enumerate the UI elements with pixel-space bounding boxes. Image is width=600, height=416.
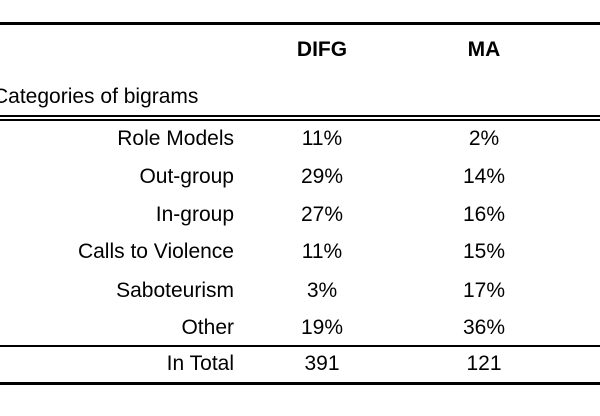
category-label: Other <box>181 316 234 339</box>
category-label: In-group <box>155 203 234 226</box>
table-bottom-rule <box>0 382 600 385</box>
ma-value: 17% <box>462 279 506 302</box>
ma-total: 121 <box>466 352 502 375</box>
category-label: Role Models <box>117 127 234 150</box>
row-header-label: Categories of bigrams <box>0 85 199 108</box>
difg-value: 19% <box>300 316 344 339</box>
difg-value: 11% <box>301 240 343 263</box>
ma-value: 2% <box>468 127 500 150</box>
ma-value: 16% <box>462 203 506 226</box>
table-row: In-group 27% 16% <box>0 203 600 233</box>
category-label: Calls to Violence <box>77 240 234 263</box>
table-top-rule <box>0 22 600 25</box>
header-double-rule-upper <box>0 115 600 117</box>
total-separator-rule <box>0 345 600 347</box>
difg-value: 27% <box>300 203 344 226</box>
table-row: Saboteurism 3% 17% <box>0 279 600 309</box>
difg-value: 3% <box>306 279 338 302</box>
table-row: Other 19% 36% <box>0 316 600 346</box>
difg-value: 11% <box>301 127 343 150</box>
total-label: In Total <box>166 352 234 375</box>
column-header-difg: DIFG <box>296 38 348 61</box>
table-row: Role Models 11% 2% <box>0 127 600 157</box>
difg-total: 391 <box>304 352 340 375</box>
table-row: Calls to Violence 11% 15% <box>0 240 600 270</box>
header-double-rule-lower <box>0 119 600 121</box>
ma-value: 36% <box>462 316 506 339</box>
category-label: Out-group <box>139 165 234 188</box>
total-row: In Total 391 121 <box>0 352 600 382</box>
column-header-ma: MA <box>467 38 501 61</box>
table-row: Out-group 29% 14% <box>0 165 600 195</box>
ma-value: 15% <box>462 240 506 263</box>
category-label: Saboteurism <box>116 279 234 302</box>
difg-value: 29% <box>300 165 344 188</box>
ma-value: 14% <box>462 165 506 188</box>
